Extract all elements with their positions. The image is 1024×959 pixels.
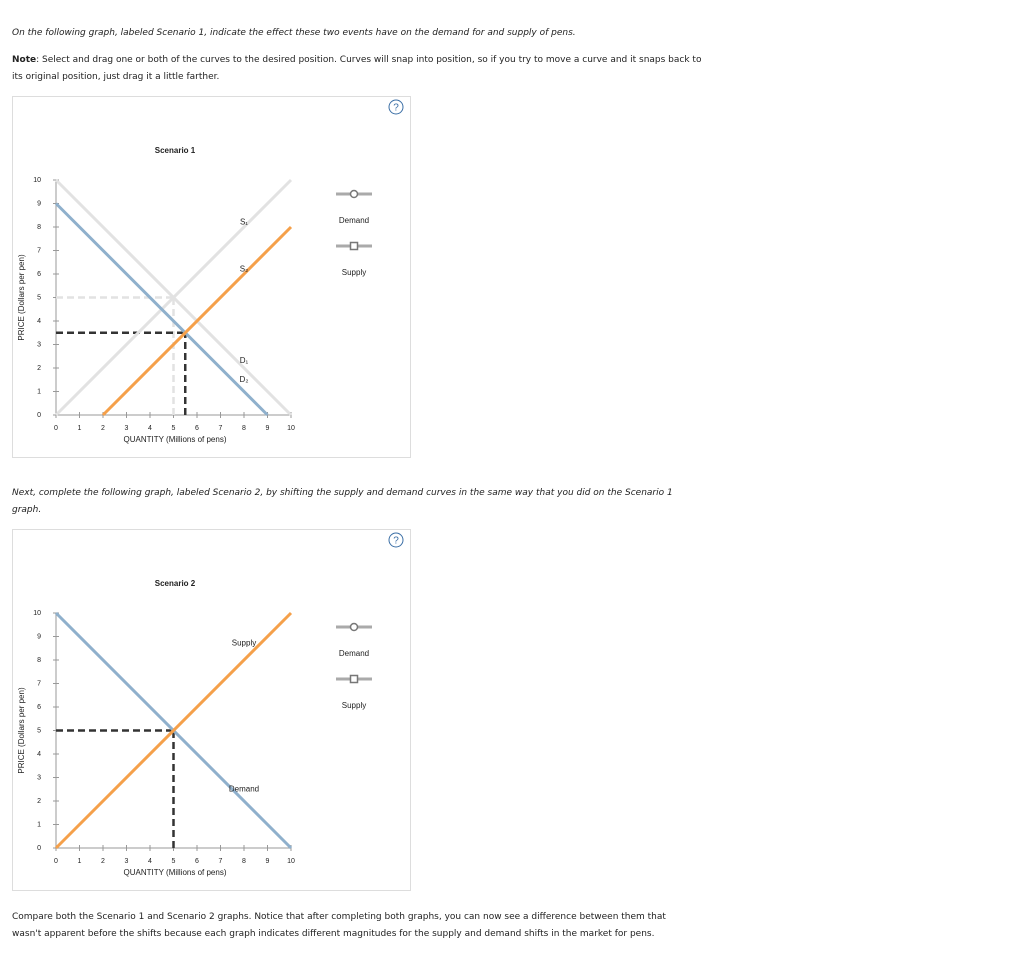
graph-title: Scenario 2 <box>155 579 196 588</box>
y-tick-label: 5 <box>37 294 41 301</box>
y-tick-label: 9 <box>37 633 41 640</box>
graph-title: Scenario 1 <box>155 146 196 155</box>
x-tick-label: 9 <box>266 858 270 865</box>
legend-marker[interactable] <box>349 189 359 199</box>
x-tick-label: 1 <box>78 858 82 865</box>
x-tick-label: 6 <box>195 858 199 865</box>
note: Note: Select and drag one or both of the… <box>12 52 702 86</box>
y-tick-label: 7 <box>37 680 41 687</box>
y-tick-label: 2 <box>37 365 41 372</box>
x-axis-label: QUANTITY (Millions of pens) <box>124 435 227 444</box>
y-tick-label: 0 <box>37 845 41 852</box>
x-tick-label: 8 <box>242 858 246 865</box>
help-button[interactable] <box>388 99 404 115</box>
curve-label: Demand <box>229 784 259 793</box>
y-tick-label: 4 <box>37 318 41 325</box>
x-tick-label: 0 <box>54 858 58 865</box>
x-tick-label: 4 <box>148 858 152 865</box>
y-tick-label: 8 <box>37 224 41 231</box>
x-tick-label: 5 <box>172 858 176 865</box>
curve-label: S₂ <box>240 264 248 273</box>
note-text: : Select and drag one or both of the cur… <box>12 55 702 82</box>
legend-marker[interactable] <box>349 674 359 684</box>
x-tick-label: 5 <box>172 425 176 432</box>
x-tick-label: 10 <box>287 425 295 432</box>
legend-label: Demand <box>339 216 369 225</box>
y-axis-label: PRICE (Dollars per pen) <box>17 687 26 774</box>
x-tick-label: 3 <box>125 425 129 432</box>
help-icon: ? <box>393 103 399 114</box>
legend-marker[interactable] <box>349 622 359 632</box>
y-tick-label: 3 <box>37 341 41 348</box>
x-tick-label: 7 <box>219 425 223 432</box>
x-tick-label: 9 <box>266 425 270 432</box>
x-tick-label: 1 <box>78 425 82 432</box>
next-text: Next, complete the following graph, labe… <box>12 488 673 515</box>
x-tick-label: 7 <box>219 858 223 865</box>
x-tick-label: 2 <box>101 425 105 432</box>
legend-label: Supply <box>342 268 366 277</box>
graph-panel <box>12 96 411 458</box>
y-tick-label: 3 <box>37 774 41 781</box>
y-tick-label: 9 <box>37 200 41 207</box>
compare-text: Compare both the Scenario 1 and Scenario… <box>12 912 666 939</box>
y-tick-label: 10 <box>33 177 41 184</box>
x-tick-label: 8 <box>242 425 246 432</box>
x-tick-label: 0 <box>54 425 58 432</box>
y-tick-label: 5 <box>37 727 41 734</box>
x-tick-label: 6 <box>195 425 199 432</box>
y-tick-label: 1 <box>37 388 41 395</box>
curve[interactable] <box>54 611 293 850</box>
curve[interactable] <box>101 225 293 417</box>
curve-label: D₁ <box>240 356 249 365</box>
legend-label: Supply <box>342 701 366 710</box>
y-tick-label: 6 <box>37 271 41 278</box>
y-tick-label: 10 <box>33 610 41 617</box>
legend-marker[interactable] <box>349 241 359 251</box>
curve[interactable] <box>54 202 269 417</box>
x-tick-label: 10 <box>287 858 295 865</box>
curve[interactable] <box>54 178 293 417</box>
y-tick-label: 2 <box>37 798 41 805</box>
curve-label: S₁ <box>240 217 248 226</box>
intro: On the following graph, labeled Scenario… <box>12 28 576 38</box>
y-tick-label: 8 <box>37 657 41 664</box>
help-icon: ? <box>393 536 399 547</box>
curve-label: D₂ <box>240 375 249 384</box>
curve-label: Supply <box>232 639 256 648</box>
y-tick-label: 7 <box>37 247 41 254</box>
note-label: Note <box>12 55 37 65</box>
y-tick-label: 4 <box>37 751 41 758</box>
x-tick-label: 3 <box>125 858 129 865</box>
x-tick-label: 4 <box>148 425 152 432</box>
y-tick-label: 0 <box>37 412 41 419</box>
x-axis-label: QUANTITY (Millions of pens) <box>124 868 227 877</box>
y-tick-label: 6 <box>37 704 41 711</box>
x-tick-label: 2 <box>101 858 105 865</box>
legend-label: Demand <box>339 649 369 658</box>
y-tick-label: 1 <box>37 821 41 828</box>
y-axis-label: PRICE (Dollars per pen) <box>17 254 26 341</box>
help-button[interactable] <box>388 532 404 548</box>
graph-panel <box>12 529 411 891</box>
